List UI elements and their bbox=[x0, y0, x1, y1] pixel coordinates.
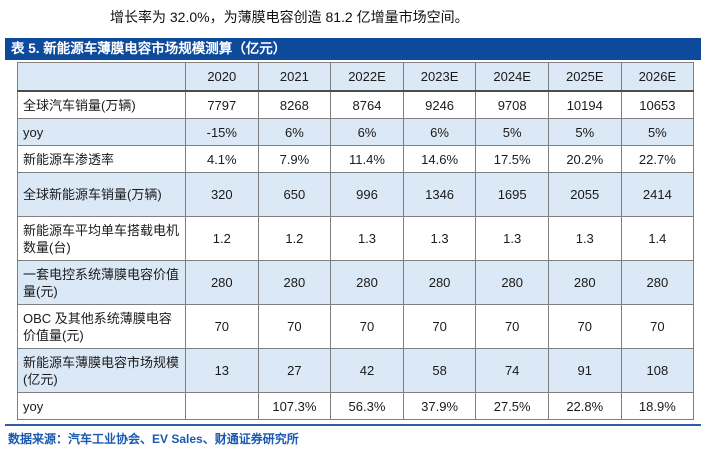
table-row: 新能源车平均单车搭载电机数量(台) 1.2 1.2 1.3 1.3 1.3 1.… bbox=[17, 216, 695, 261]
cell-value: 4.1% bbox=[185, 145, 259, 173]
cell-value: 17.5% bbox=[475, 145, 549, 173]
cell-value: 11.4% bbox=[330, 145, 404, 173]
cell-value: 74 bbox=[475, 348, 549, 393]
header-cell-2024e: 2024E bbox=[475, 62, 549, 92]
table-title-bar: 表 5. 新能源车薄膜电容市场规模测算（亿元） bbox=[5, 38, 701, 60]
cell-value: 56.3% bbox=[330, 392, 404, 420]
cell-value: 280 bbox=[475, 260, 549, 305]
row-label: 新能源车平均单车搭载电机数量(台) bbox=[17, 216, 186, 261]
cell-value: 280 bbox=[402, 260, 477, 305]
cell-value: 10194 bbox=[547, 90, 622, 119]
cell-value: 22.8% bbox=[547, 392, 622, 420]
cell-value: 27 bbox=[257, 348, 332, 393]
cell-value: 2414 bbox=[620, 172, 695, 217]
header-cell-2021: 2021 bbox=[257, 62, 332, 92]
cell-value: 22.7% bbox=[620, 145, 695, 173]
cell-value: 280 bbox=[547, 260, 622, 305]
cell-value: 1695 bbox=[475, 172, 549, 217]
cell-value: 10653 bbox=[620, 90, 695, 119]
cell-value: 18.9% bbox=[620, 392, 695, 420]
cell-value: 8764 bbox=[330, 90, 404, 119]
cell-value: 280 bbox=[620, 260, 695, 305]
cell-value: 70 bbox=[257, 304, 332, 349]
table-row: 全球新能源车销量(万辆) 320 650 996 1346 1695 2055 … bbox=[17, 172, 695, 217]
row-label: 一套电控系统薄膜电容价值量(元) bbox=[17, 260, 186, 305]
data-source-note: 数据来源：汽车工业协会、EV Sales、财通证券研究所 bbox=[8, 432, 299, 446]
cell-value: 1.3 bbox=[547, 216, 622, 261]
market-size-table: 2020 2021 2022E 2023E 2024E 2025E 2026E … bbox=[17, 62, 695, 420]
header-cell-2020: 2020 bbox=[185, 62, 259, 92]
cell-value: -15% bbox=[185, 118, 259, 146]
table-row: yoy 107.3% 56.3% 37.9% 27.5% 22.8% 18.9% bbox=[17, 392, 695, 420]
row-label: 全球新能源车销量(万辆) bbox=[17, 172, 186, 217]
header-cell-blank bbox=[17, 62, 186, 92]
table-row: 新能源车薄膜电容市场规模(亿元) 13 27 42 58 74 91 108 bbox=[17, 348, 695, 393]
cell-value: 20.2% bbox=[547, 145, 622, 173]
cell-value: 6% bbox=[330, 118, 404, 146]
cell-value: 1346 bbox=[402, 172, 477, 217]
table-title: 表 5. 新能源车薄膜电容市场规模测算（亿元） bbox=[11, 41, 287, 56]
header-cell-2023e: 2023E bbox=[402, 62, 477, 92]
cell-value: 70 bbox=[185, 304, 259, 349]
cell-value: 27.5% bbox=[475, 392, 549, 420]
cell-value: 70 bbox=[330, 304, 404, 349]
table-row: OBC 及其他系统薄膜电容价值量(元) 70 70 70 70 70 70 70 bbox=[17, 304, 695, 349]
cell-value: 42 bbox=[330, 348, 404, 393]
cell-value: 1.4 bbox=[620, 216, 695, 261]
cell-value: 70 bbox=[475, 304, 549, 349]
cell-value: 1.2 bbox=[185, 216, 259, 261]
cell-value: 5% bbox=[547, 118, 622, 146]
cell-value: 320 bbox=[185, 172, 259, 217]
table-row: 一套电控系统薄膜电容价值量(元) 280 280 280 280 280 280… bbox=[17, 260, 695, 305]
cell-value: 58 bbox=[402, 348, 477, 393]
cell-value: 1.3 bbox=[330, 216, 404, 261]
cell-value: 107.3% bbox=[257, 392, 332, 420]
intro-paragraph: 增长率为 32.0%，为薄膜电容创造 81.2 亿增量市场空间。 bbox=[110, 9, 469, 25]
row-label: 新能源车薄膜电容市场规模(亿元) bbox=[17, 348, 186, 393]
cell-value: 70 bbox=[547, 304, 622, 349]
header-cell-2022e: 2022E bbox=[330, 62, 404, 92]
cell-value: 14.6% bbox=[402, 145, 477, 173]
cell-value: 996 bbox=[330, 172, 404, 217]
table-row: yoy -15% 6% 6% 6% 5% 5% 5% bbox=[17, 118, 695, 146]
row-label: 新能源车渗透率 bbox=[17, 145, 186, 173]
table-row: 全球汽车销量(万辆) 7797 8268 8764 9246 9708 1019… bbox=[17, 90, 695, 119]
cell-value: 1.3 bbox=[402, 216, 477, 261]
cell-value: 8268 bbox=[257, 90, 332, 119]
cell-value: 6% bbox=[402, 118, 477, 146]
row-label: yoy bbox=[17, 392, 186, 420]
cell-value: 108 bbox=[620, 348, 695, 393]
cell-value: 650 bbox=[257, 172, 332, 217]
cell-value bbox=[185, 392, 259, 420]
cell-value: 37.9% bbox=[402, 392, 477, 420]
cell-value: 5% bbox=[475, 118, 549, 146]
table-header-row: 2020 2021 2022E 2023E 2024E 2025E 2026E bbox=[17, 62, 695, 92]
row-label: 全球汽车销量(万辆) bbox=[17, 90, 186, 119]
row-label: OBC 及其他系统薄膜电容价值量(元) bbox=[17, 304, 186, 349]
cell-value: 13 bbox=[185, 348, 259, 393]
footer-divider bbox=[5, 424, 701, 426]
cell-value: 70 bbox=[402, 304, 477, 349]
cell-value: 2055 bbox=[547, 172, 622, 217]
cell-value: 91 bbox=[547, 348, 622, 393]
cell-value: 280 bbox=[330, 260, 404, 305]
cell-value: 6% bbox=[257, 118, 332, 146]
cell-value: 1.2 bbox=[257, 216, 332, 261]
header-cell-2026e: 2026E bbox=[620, 62, 695, 92]
cell-value: 9708 bbox=[475, 90, 549, 119]
cell-value: 7.9% bbox=[257, 145, 332, 173]
cell-value: 9246 bbox=[402, 90, 477, 119]
header-cell-2025e: 2025E bbox=[547, 62, 622, 92]
row-label: yoy bbox=[17, 118, 186, 146]
cell-value: 280 bbox=[257, 260, 332, 305]
cell-value: 7797 bbox=[185, 90, 259, 119]
cell-value: 5% bbox=[620, 118, 695, 146]
cell-value: 280 bbox=[185, 260, 259, 305]
cell-value: 1.3 bbox=[475, 216, 549, 261]
table-row: 新能源车渗透率 4.1% 7.9% 11.4% 14.6% 17.5% 20.2… bbox=[17, 145, 695, 173]
cell-value: 70 bbox=[620, 304, 695, 349]
